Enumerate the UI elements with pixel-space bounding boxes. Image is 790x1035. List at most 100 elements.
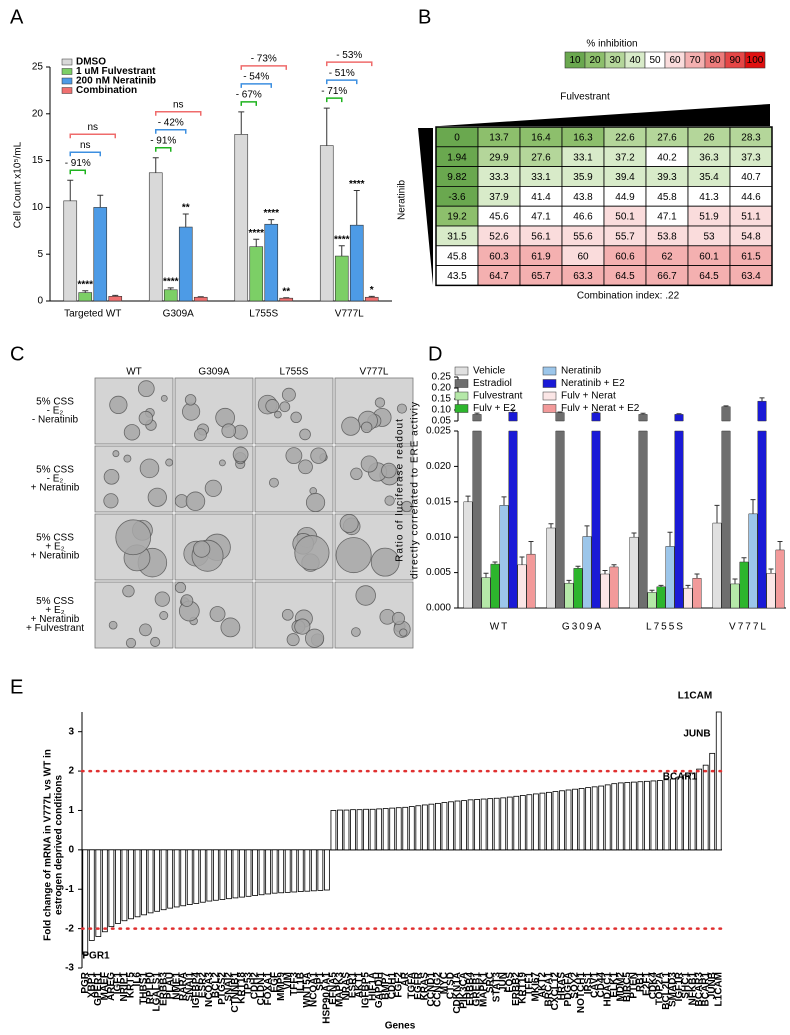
- bar: [578, 788, 585, 851]
- x-tick-label: G309A: [163, 309, 194, 320]
- comparison-bracket: [240, 101, 257, 106]
- heatmap-value: 60.3: [489, 251, 509, 262]
- spheroid: [305, 492, 326, 513]
- x-tick-label: IGF1R: [674, 971, 685, 1001]
- bar: [624, 782, 631, 851]
- bar: [93, 207, 108, 302]
- bar: [683, 587, 693, 609]
- colorbar-label: 70: [689, 55, 701, 66]
- spheroid: [286, 633, 300, 647]
- x-tick-label: E2F1: [642, 972, 653, 996]
- panel-label: B: [418, 6, 431, 28]
- bar: [349, 224, 364, 302]
- y-axis-label: directly correlated to ERE activiy: [410, 401, 421, 579]
- x-tick-label: HRAS: [557, 972, 568, 1001]
- bar: [572, 788, 578, 851]
- row-label: 5% CSS: [36, 533, 74, 544]
- heatmap-value: -3.6: [448, 192, 466, 203]
- bar: [696, 768, 703, 851]
- comparison-bracket: [326, 79, 358, 85]
- x-tick-label: BCAR3: [694, 972, 705, 1007]
- y-tick-label: 0.015: [426, 496, 451, 507]
- heatmap-value: 0: [454, 133, 460, 144]
- x-tick-label: LGALS1: [152, 972, 163, 1012]
- bar: [317, 849, 324, 891]
- colorbar-label: 20: [589, 55, 601, 66]
- bar: [519, 795, 526, 851]
- spheroid: [204, 479, 222, 497]
- bar: [265, 849, 272, 895]
- x-tick-label: WT: [490, 622, 510, 633]
- x-tick-label: CCND1: [426, 972, 437, 1007]
- heatmap-value: 31.5: [447, 232, 467, 243]
- spheroid: [103, 468, 120, 485]
- comparison-bracket: [326, 61, 373, 67]
- legend-swatch: [542, 391, 557, 401]
- x-tick-label: NFKB1: [687, 972, 698, 1006]
- bar: [134, 849, 141, 918]
- x-tick-label: V777L: [729, 622, 768, 633]
- comparison-label: - 71%: [321, 86, 347, 97]
- legend-swatch: [454, 404, 469, 413]
- heatmap-value: 64.7: [489, 271, 509, 282]
- error-bar: [649, 589, 655, 593]
- x-tick-label: NCOA3: [204, 972, 215, 1007]
- bar: [546, 527, 556, 609]
- bar: [506, 796, 513, 851]
- bar: [193, 849, 200, 904]
- x-tick-label: KRT5: [126, 972, 137, 999]
- heatmap-value: 41.4: [531, 192, 551, 203]
- legend-label: Combination: [76, 85, 137, 96]
- x-tick-label: MAPK3: [335, 972, 346, 1007]
- x-tick-label: NME1: [171, 972, 182, 1000]
- bar: [369, 808, 376, 851]
- x-axis-label: Genes: [385, 1021, 416, 1032]
- heatmap-value: 9.82: [447, 172, 467, 183]
- heatmap-value: 51.9: [699, 212, 719, 223]
- bar: [199, 849, 206, 903]
- spheroid: [298, 459, 313, 475]
- bar: [382, 808, 389, 851]
- spheroid: [281, 387, 296, 402]
- spheroid: [268, 477, 279, 488]
- x-tick-label: ESR2: [197, 972, 208, 999]
- panel-label: A: [10, 6, 24, 28]
- spheroid: [159, 611, 169, 620]
- heatmap-value: 63.4: [741, 271, 761, 282]
- heatmap-value: 64.5: [699, 271, 719, 282]
- x-tick-label: BMP7: [380, 972, 391, 1000]
- bar: [284, 849, 291, 893]
- y-tick-label: 0.25: [432, 372, 452, 383]
- spheroid: [138, 410, 154, 426]
- bar: [573, 568, 583, 609]
- legend-label: Estradiol: [473, 378, 512, 389]
- bar: [591, 786, 598, 851]
- significance-stars: ****: [334, 234, 350, 245]
- spheroid: [209, 606, 226, 622]
- bar: [712, 522, 722, 609]
- comparison-label: ns: [173, 99, 184, 110]
- bar: [692, 578, 702, 609]
- bar: [376, 808, 383, 851]
- spheroid: [274, 410, 282, 419]
- bar: [630, 781, 637, 851]
- spheroid: [339, 514, 359, 534]
- bar: [637, 781, 644, 851]
- x-tick-label: ELK1: [609, 972, 620, 998]
- error-bar: [750, 499, 756, 514]
- heatmap-value: 33.3: [489, 172, 509, 183]
- spheroid: [360, 455, 378, 473]
- column-label: G309A: [198, 367, 229, 378]
- bar: [565, 789, 572, 851]
- heatmap-value: 26: [703, 133, 715, 144]
- heatmap-value: 61.5: [741, 251, 761, 262]
- error-bar: [575, 565, 581, 569]
- spheroid: [384, 495, 395, 506]
- x-tick-label: SRC: [485, 972, 496, 993]
- x-tick-label: NRAS: [341, 972, 352, 1001]
- significance-stars: ****: [349, 179, 365, 190]
- y-tick-label: 0.05: [432, 416, 452, 427]
- y-tick-label: 0: [68, 844, 74, 855]
- x-tick-label: AKT1: [354, 972, 365, 999]
